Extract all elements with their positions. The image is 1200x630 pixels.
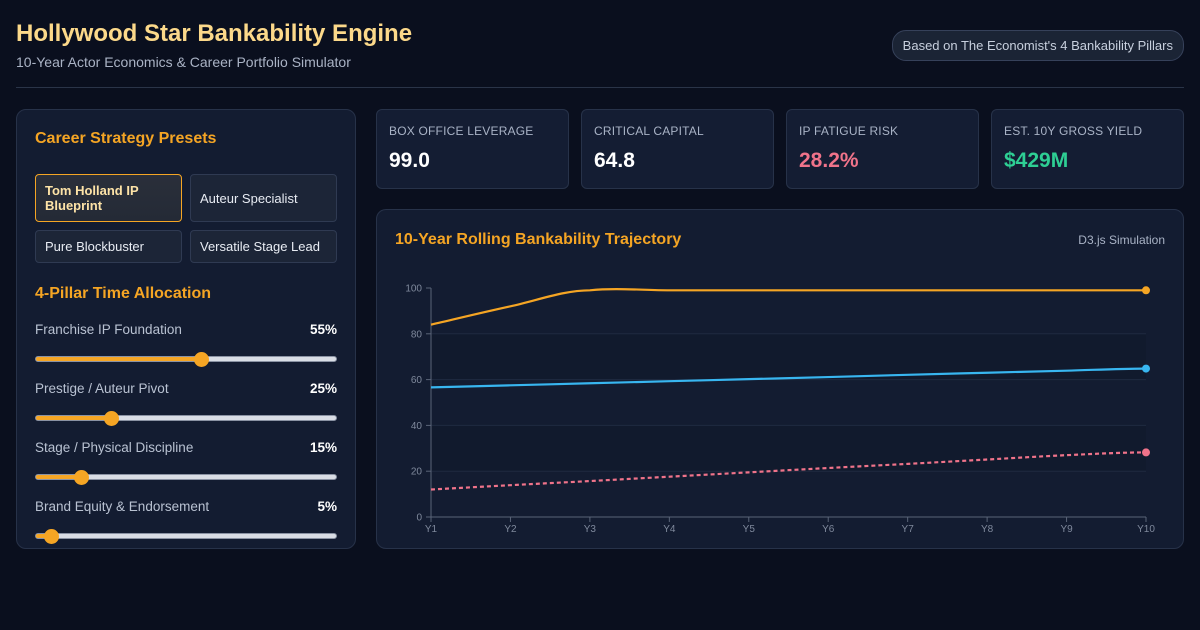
slider-value: 55%	[309, 322, 337, 337]
x-tick-label: Y8	[981, 524, 994, 535]
y-tick-label: 60	[411, 375, 423, 386]
allocation-title: 4-Pillar Time Allocation	[35, 285, 212, 302]
slider-fill	[36, 416, 111, 420]
pillars-badge: Based on The Economist's 4 Bankability P…	[891, 30, 1184, 61]
slider-thumb[interactable]	[73, 469, 89, 485]
slider-value: 25%	[309, 381, 337, 396]
slider-brand: Brand Equity & Endorsement 5%	[35, 499, 337, 544]
trajectory-chart-card: 10-Year Rolling Bankability Trajectory D…	[376, 209, 1184, 549]
grid-band	[431, 333, 1146, 380]
kpi-value: 99.0	[389, 149, 430, 172]
kpi-critical-capital: CRITICAL CAPITAL 64.8	[581, 109, 774, 189]
preset-auteur-button[interactable]: Auteur Specialist	[190, 174, 337, 222]
series-end-point-0	[1142, 286, 1150, 295]
slider-stage: Stage / Physical Discipline 15%	[35, 440, 337, 485]
slider-fill	[36, 475, 81, 479]
slider-value: 15%	[309, 440, 337, 455]
y-tick-label: 40	[411, 421, 423, 432]
preset-tom-holland-button[interactable]: Tom Holland IP Blueprint	[35, 174, 182, 222]
preset-blockbuster-button[interactable]: Pure Blockbuster	[35, 230, 182, 263]
slider-thumb[interactable]	[193, 351, 209, 367]
series-end-point-2	[1142, 448, 1150, 457]
preset-grid: Tom Holland IP Blueprint Auteur Speciali…	[35, 174, 337, 263]
x-tick-label: Y4	[663, 524, 676, 535]
y-tick-label: 100	[405, 284, 422, 295]
trajectory-chart: 0 20 40 60 80 100 Y1 Y2 Y3 Y4 Y5 Y6 Y7 Y8 Y9 Y10	[405, 284, 1155, 536]
brand-slider[interactable]	[35, 528, 337, 544]
series-end-point-1	[1142, 364, 1150, 373]
x-tick-label: Y2	[504, 524, 517, 535]
series-line-2	[430, 451, 1147, 491]
slider-label: Brand Equity & Endorsement	[35, 499, 210, 514]
x-tick-label: Y5	[743, 524, 756, 535]
kpi-gross-yield: EST. 10Y GROSS YIELD $429M	[991, 109, 1184, 189]
series-line-0	[430, 288, 1146, 326]
kpi-box-office: BOX OFFICE LEVERAGE 99.0	[376, 109, 569, 189]
kpi-label: CRITICAL CAPITAL	[594, 124, 704, 138]
prestige-slider[interactable]	[35, 410, 337, 426]
x-tick-label: Y9	[1060, 524, 1073, 535]
y-tick-label: 0	[416, 513, 422, 524]
kpi-row: BOX OFFICE LEVERAGE 99.0 CRITICAL CAPITA…	[376, 109, 1184, 189]
stage-slider[interactable]	[35, 469, 337, 485]
franchise-slider[interactable]	[35, 351, 337, 367]
kpi-label: BOX OFFICE LEVERAGE	[389, 124, 534, 138]
kpi-value: 64.8	[594, 149, 635, 172]
x-tick-label: Y7	[902, 524, 915, 535]
preset-stage-lead-button[interactable]: Versatile Stage Lead	[190, 230, 337, 263]
page-header: Hollywood Star Bankability Engine 10-Yea…	[16, 18, 1184, 88]
chart-tag: D3.js Simulation	[1078, 233, 1165, 247]
x-tick-label: Y3	[584, 524, 597, 535]
x-tick-label: Y1	[425, 524, 438, 535]
y-tick-label: 20	[411, 467, 423, 478]
series-line-1	[430, 367, 1147, 389]
kpi-value: $429M	[1004, 149, 1069, 172]
kpi-ip-fatigue: IP FATIGUE RISK 28.2%	[786, 109, 979, 189]
slider-label: Stage / Physical Discipline	[35, 440, 194, 455]
slider-thumb[interactable]	[103, 410, 119, 426]
kpi-label: EST. 10Y GROSS YIELD	[1004, 124, 1143, 138]
control-panel: Career Strategy Presets Tom Holland IP B…	[16, 109, 356, 549]
slider-prestige: Prestige / Auteur Pivot 25%	[35, 381, 337, 426]
kpi-label: IP FATIGUE RISK	[799, 124, 899, 138]
slider-label: Franchise IP Foundation	[35, 322, 182, 337]
slider-value: 5%	[317, 499, 337, 514]
grid-band	[431, 425, 1146, 472]
slider-label: Prestige / Auteur Pivot	[35, 381, 169, 396]
page-title: Hollywood Star Bankability Engine	[16, 20, 413, 47]
x-tick-label: Y6	[822, 524, 835, 535]
y-tick-label: 80	[411, 329, 423, 340]
chart-title: 10-Year Rolling Bankability Trajectory	[395, 231, 682, 248]
kpi-value: 28.2%	[799, 149, 859, 172]
slider-thumb[interactable]	[43, 528, 59, 544]
slider-fill	[36, 357, 201, 361]
presets-title: Career Strategy Presets	[35, 130, 217, 147]
slider-franchise: Franchise IP Foundation 55%	[35, 322, 337, 367]
x-tick-label: Y10	[1137, 524, 1155, 535]
page-subtitle: 10-Year Actor Economics & Career Portfol…	[16, 54, 351, 70]
